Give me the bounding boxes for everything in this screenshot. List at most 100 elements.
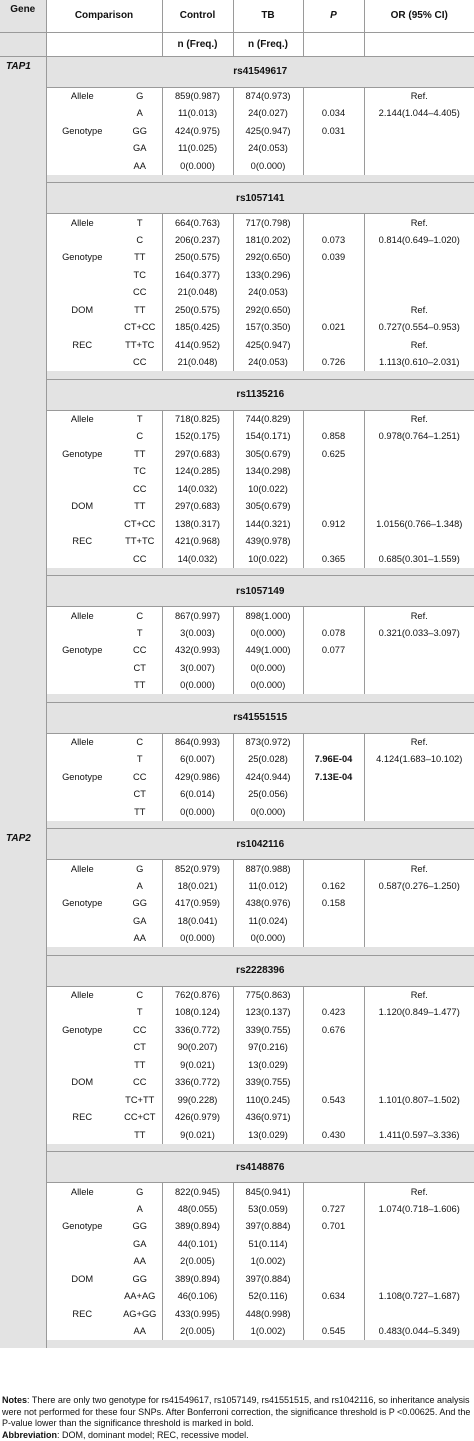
row-p-value: 0.858 [302,427,364,445]
row-genotype: C [118,986,162,1004]
row-model-label: Allele [46,733,118,751]
row-model-label [46,1287,118,1305]
table-row: T 6(0.007) 25(0.028) 7.96E-04 4.124(1.683–10… [0,750,474,768]
row-genotype: TT [118,803,162,821]
row-tb-value: 438(0.976) [232,894,303,912]
table-row: DOM CC 336(0.772) 339(0.755) [0,1073,474,1091]
row-or-value [363,1235,474,1253]
row-control-value: 336(0.772) [161,1073,233,1091]
row-model-label: Genotype [46,768,118,786]
row-control-value: 426(0.979) [161,1108,233,1126]
row-control-value: 90(0.207) [161,1038,233,1056]
row-genotype: C [118,427,162,445]
row-p-value: 0.634 [302,1287,364,1305]
row-control-value: 21(0.048) [161,353,233,371]
row-tb-value: 11(0.012) [232,877,303,895]
row-genotype: A [118,104,162,122]
row-control-value: 297(0.683) [161,497,233,515]
row-tb-value: 144(0.321) [232,515,303,533]
row-model-label [46,515,118,533]
row-genotype: T [118,624,162,642]
table-row: Allele C 864(0.993) 873(0.972) Ref. [0,733,474,751]
row-genotype: AA [118,1322,162,1340]
spacer-cell [46,1143,474,1152]
row-or-value: Ref. [363,733,474,751]
row-or-value: 1.0156(0.766–1.348) [363,515,474,533]
row-or-value: Ref. [363,301,474,319]
snp-id: rs1057141 [46,182,474,214]
row-p-value [302,1235,364,1253]
row-genotype: TC+TT [118,1091,162,1109]
row-or-value [363,1270,474,1288]
row-tb-value: 13(0.029) [232,1056,303,1074]
row-or-value: 0.978(0.764–1.251) [363,427,474,445]
row-p-value: 0.430 [302,1126,364,1144]
row-genotype: CT+CC [118,318,162,336]
snp-title-row: TAP1 rs41549617 [0,55,474,829]
snp-id: rs1042116 [46,828,474,860]
row-model-label: Allele [46,87,118,105]
snp-title-row: rs41551515 [0,701,474,734]
row-genotype: CC [118,353,162,371]
row-tb-value: 52(0.116) [232,1287,303,1305]
row-tb-value: 424(0.944) [232,768,303,786]
row-p-value [302,1073,364,1091]
table-row: TT 9(0.021) 13(0.029) 0.430 1.411(0.597–3.33… [0,1126,474,1144]
row-tb-value: 0(0.000) [232,676,303,694]
row-genotype: CC [118,768,162,786]
table-row: REC AG+GG 433(0.995) 448(0.998) [0,1305,474,1323]
row-tb-value: 157(0.350) [232,318,303,336]
table-row: CT 6(0.014) 25(0.056) [0,785,474,803]
row-tb-value: 717(0.798) [232,213,303,231]
table-row: CT+CC 138(0.317) 144(0.321) 0.912 1.0156(0.7… [0,515,474,533]
row-p-value: 0.625 [302,445,364,463]
row-or-value: Ref. [363,606,474,624]
row-or-value: 1.108(0.727–1.687) [363,1287,474,1305]
row-model-label [46,1038,118,1056]
row-model-label: Genotype [46,122,118,140]
subheader-p-cell [302,32,364,57]
row-genotype: TT+TC [118,532,162,550]
row-control-value: 0(0.000) [161,803,233,821]
row-tb-value: 0(0.000) [232,803,303,821]
row-p-value [302,266,364,284]
row-genotype: GG [118,894,162,912]
subheader-tb: n (Freq.) [232,32,303,57]
row-p-value: 0.078 [302,624,364,642]
row-tb-value: 448(0.998) [232,1305,303,1323]
row-tb-value: 51(0.114) [232,1235,303,1253]
snp-id: rs4148876 [46,1151,474,1183]
row-p-value [302,480,364,498]
row-control-value: 46(0.106) [161,1287,233,1305]
row-genotype: CC [118,550,162,568]
row-model-label [46,1235,118,1253]
row-tb-value: 10(0.022) [232,480,303,498]
row-model-label [46,1252,118,1270]
row-control-value: 18(0.021) [161,877,233,895]
table-row: AA 0(0.000) 0(0.000) [0,929,474,947]
table-row: Genotype CC 432(0.993) 449(1.000) 0.077 [0,641,474,659]
row-genotype: T [118,750,162,768]
row-or-value: Ref. [363,1182,474,1200]
snp-title-row: rs4148876 [0,1151,474,1183]
row-control-value: 852(0.979) [161,859,233,877]
row-control-value: 867(0.997) [161,606,233,624]
row-model-label [46,104,118,122]
row-p-value: 0.031 [302,122,364,140]
row-tb-value: 97(0.216) [232,1038,303,1056]
section-spacer [0,371,474,379]
row-p-value [302,336,364,354]
table-row: TT 9(0.021) 13(0.029) [0,1056,474,1074]
row-p-value [302,1182,364,1200]
table-row: Allele G 859(0.987) 874(0.973) Ref. [0,87,474,105]
snp-id: rs2228396 [46,954,474,987]
row-control-value: 206(0.237) [161,231,233,249]
row-control-value: 48(0.055) [161,1200,233,1218]
row-control-value: 859(0.987) [161,87,233,105]
row-tb-value: 397(0.884) [232,1270,303,1288]
row-or-value [363,894,474,912]
row-model-label [46,1322,118,1340]
table-row: Genotype GG 389(0.894) 397(0.884) 0.701 [0,1217,474,1235]
section-spacer [0,1340,474,1348]
row-control-value: 336(0.772) [161,1021,233,1039]
